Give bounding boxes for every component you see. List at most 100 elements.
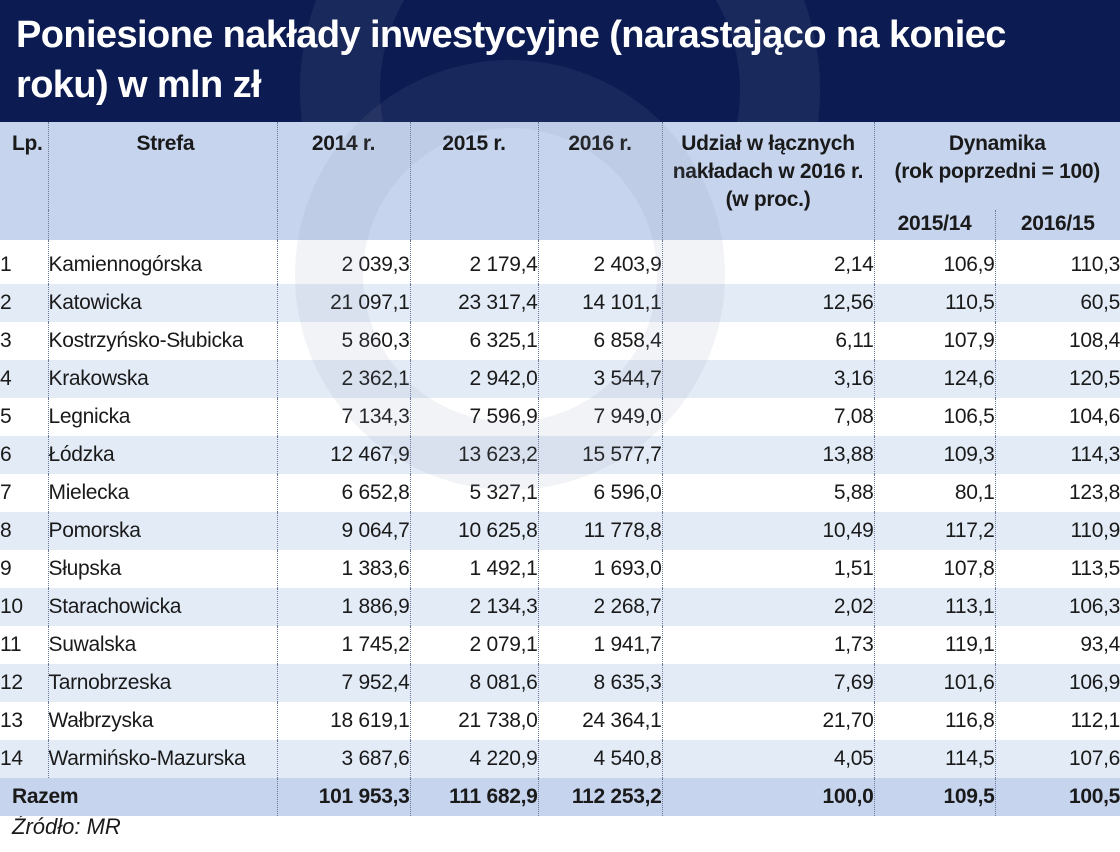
cell-dyn-2015-14: 117,2	[874, 512, 996, 550]
cell-lp: 9	[0, 550, 49, 588]
cell-share: 2,02	[662, 588, 875, 626]
cell-2014: 2 362,1	[277, 360, 411, 398]
cell-share: 5,88	[662, 474, 875, 512]
cell-dyn-2015-14: 124,6	[874, 360, 996, 398]
cell-dyn-2016-15: 107,6	[995, 740, 1120, 778]
cell-2014: 9 064,7	[277, 512, 411, 550]
header-lp: Lp.	[0, 122, 49, 240]
cell-share: 3,16	[662, 360, 875, 398]
cell-2014: 2 039,3	[277, 240, 411, 284]
cell-2015: 13 623,2	[410, 436, 539, 474]
cell-dyn-2016-15: 120,5	[995, 360, 1120, 398]
cell-dyn-2015-14: 119,1	[874, 626, 996, 664]
cell-dyn-2016-15: 60,5	[995, 284, 1120, 322]
cell-lp: 4	[0, 360, 49, 398]
cell-2014: 21 097,1	[277, 284, 411, 322]
cell-dyn-2016-15: 114,3	[995, 436, 1120, 474]
cell-share: 1,51	[662, 550, 875, 588]
table-row: 13 Wałbrzyska 18 619,1 21 738,0 24 364,1 21,7…	[0, 702, 1120, 740]
cell-dyn-2016-15: 123,8	[995, 474, 1120, 512]
cell-share: 1,73	[662, 626, 875, 664]
cell-strefa: Legnicka	[48, 398, 278, 436]
cell-dyn-2015-14: 110,5	[874, 284, 996, 322]
cell-dyn-2015-14: 106,5	[874, 398, 996, 436]
cell-share: 7,08	[662, 398, 875, 436]
cell-dyn-2015-14: 101,6	[874, 664, 996, 702]
cell-strefa: Katowicka	[48, 284, 278, 322]
cell-share: 4,05	[662, 740, 875, 778]
cell-lp: 6	[0, 436, 49, 474]
cell-strefa: Wałbrzyska	[48, 702, 278, 740]
cell-2015: 5 327,1	[410, 474, 539, 512]
cell-2014: 7 134,3	[277, 398, 411, 436]
header-share-line1: Udział w łącznych	[681, 132, 855, 155]
cell-lp: 7	[0, 474, 49, 512]
title-decoration	[300, 0, 820, 122]
table-row: 11 Suwalska 1 745,2 2 079,1 1 941,7 1,73 119,1…	[0, 626, 1120, 664]
cell-2016: 2 268,7	[538, 588, 663, 626]
cell-2015: 6 325,1	[410, 322, 539, 360]
table-row: 6 Łódzka 12 467,9 13 623,2 15 577,7 13,88 109,…	[0, 436, 1120, 474]
header-strefa: Strefa	[48, 122, 278, 240]
cell-2015: 2 942,0	[410, 360, 539, 398]
cell-2014: 3 687,6	[277, 740, 411, 778]
header-dyn-2016-15: 2016/15	[995, 210, 1120, 240]
cell-2016: 2 403,9	[538, 240, 663, 284]
cell-2015: 7 596,9	[410, 398, 539, 436]
cell-dyn-2016-15: 106,9	[995, 664, 1120, 702]
cell-share: 10,49	[662, 512, 875, 550]
cell-lp: 13	[0, 702, 49, 740]
cell-strefa: Starachowicka	[48, 588, 278, 626]
cell-2014: 1 886,9	[277, 588, 411, 626]
cell-2016: 3 544,7	[538, 360, 663, 398]
cell-dyn-2016-15: 112,1	[995, 702, 1120, 740]
table-row: 14 Warmińsko-Mazurska 3 687,6 4 220,9 4 540,…	[0, 740, 1120, 778]
cell-2015: 2 079,1	[410, 626, 539, 664]
header-share-line2: nakładach w 2016 r.	[672, 160, 864, 183]
cell-2015: 1 492,1	[410, 550, 539, 588]
cell-2016: 7 949,0	[538, 398, 663, 436]
total-row: Razem 101 953,3 111 682,9 112 253,2 100,…	[0, 778, 1120, 816]
cell-dyn-2016-15: 106,3	[995, 588, 1120, 626]
cell-dyn-2015-14: 109,3	[874, 436, 996, 474]
header-2014: 2014 r.	[277, 122, 411, 240]
cell-dyn-2015-14: 107,8	[874, 550, 996, 588]
table-row: 9 Słupska 1 383,6 1 492,1 1 693,0 1,51 107,8 11…	[0, 550, 1120, 588]
cell-2016: 1 693,0	[538, 550, 663, 588]
cell-lp: 8	[0, 512, 49, 550]
header-dyn-2015-14: 2015/14	[874, 210, 996, 240]
table-row: 2 Katowicka 21 097,1 23 317,4 14 101,1 12,56 1…	[0, 284, 1120, 322]
cell-2014: 1 745,2	[277, 626, 411, 664]
header-share: Udział w łącznych nakładach w 2016 r. (w…	[662, 122, 875, 240]
cell-share: 2,14	[662, 240, 875, 284]
cell-dyn-2016-15: 93,4	[995, 626, 1120, 664]
header-dynamika: Dynamika (rok poprzedni = 100)	[874, 122, 1120, 210]
cell-share: 12,56	[662, 284, 875, 322]
cell-lp: 10	[0, 588, 49, 626]
total-dyn-2015-14: 109,5	[874, 778, 996, 816]
cell-2014: 1 383,6	[277, 550, 411, 588]
cell-lp: 14	[0, 740, 49, 778]
cell-strefa: Warmińsko-Mazurska	[48, 740, 278, 778]
total-2015: 111 682,9	[410, 778, 539, 816]
cell-2014: 12 467,9	[277, 436, 411, 474]
title-bar: Poniesione nakłady inwestycyjne (narasta…	[0, 0, 1120, 122]
cell-2016: 11 778,8	[538, 512, 663, 550]
cell-2015: 2 134,3	[410, 588, 539, 626]
total-2014: 101 953,3	[277, 778, 411, 816]
cell-2014: 5 860,3	[277, 322, 411, 360]
cell-strefa: Krakowska	[48, 360, 278, 398]
investment-table: Lp. Strefa 2014 r. 2015 r. 2016 r. Udzia…	[0, 122, 1120, 816]
cell-2015: 23 317,4	[410, 284, 539, 322]
total-label: Razem	[0, 778, 278, 816]
cell-strefa: Tarnobrzeska	[48, 664, 278, 702]
table-row: 7 Mielecka 6 652,8 5 327,1 6 596,0 5,88 80,1 12…	[0, 474, 1120, 512]
table-body: 1 Kamiennogórska 2 039,3 2 179,4 2 403,9 2,14…	[0, 240, 1120, 778]
cell-lp: 2	[0, 284, 49, 322]
cell-2015: 10 625,8	[410, 512, 539, 550]
total-share: 100,0	[662, 778, 875, 816]
cell-dyn-2016-15: 113,5	[995, 550, 1120, 588]
source-note: Źródło: MR	[12, 814, 121, 839]
cell-share: 6,11	[662, 322, 875, 360]
table-row: 10 Starachowicka 1 886,9 2 134,3 2 268,7 2,02…	[0, 588, 1120, 626]
